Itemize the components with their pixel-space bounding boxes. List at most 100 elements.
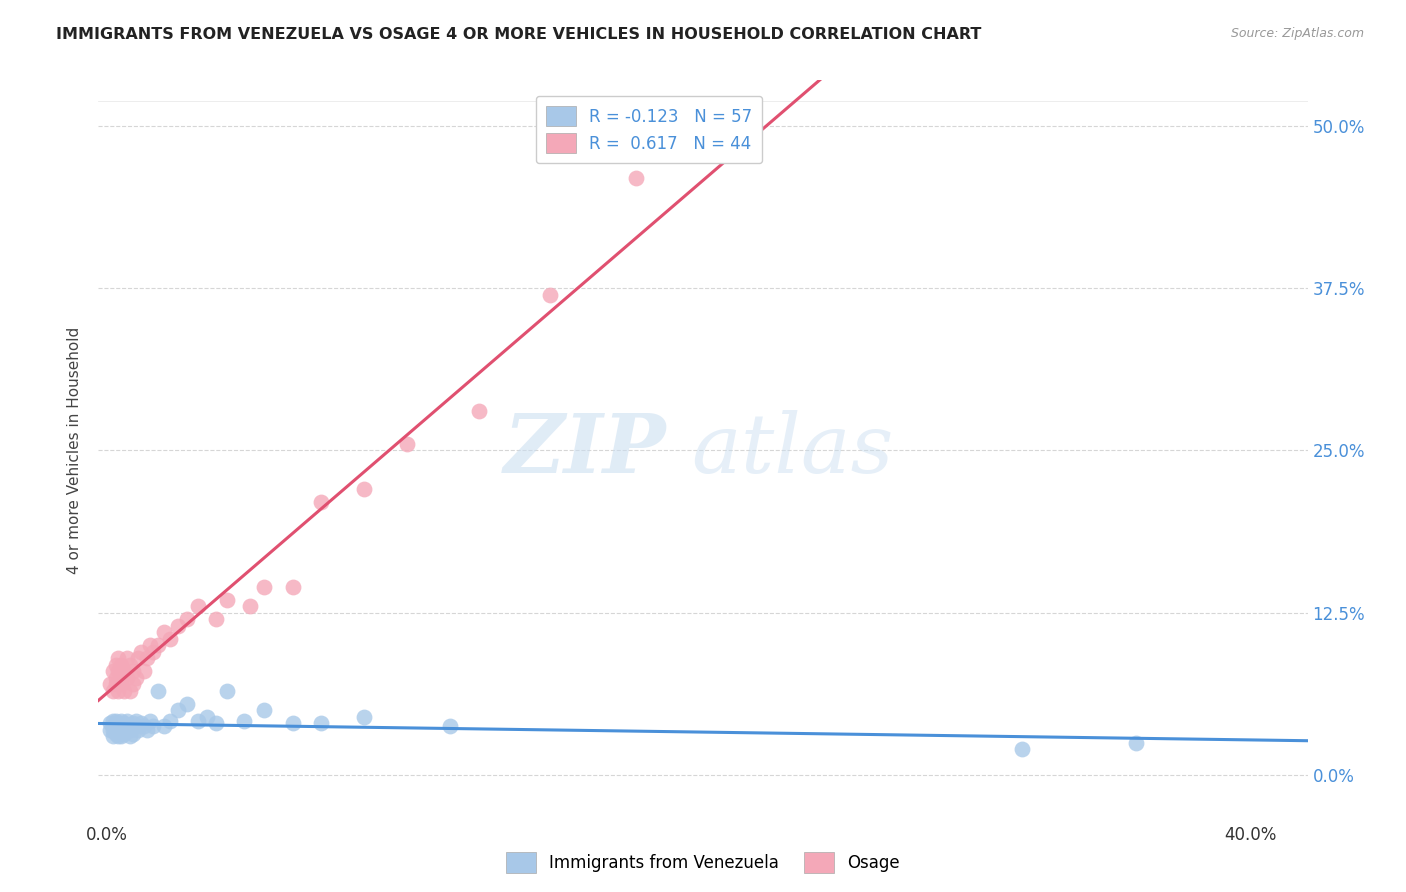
Point [112, 716, 135, 731]
Point [176, 612, 198, 626]
Point [239, 599, 262, 614]
Point [134, 665, 156, 679]
Point [1011, 742, 1033, 756]
Point [142, 645, 165, 659]
Point [153, 625, 176, 640]
Point [110, 723, 132, 737]
Point [110, 677, 132, 691]
Point [112, 726, 135, 740]
Point [204, 612, 226, 626]
Text: IMMIGRANTS FROM VENEZUELA VS OSAGE 4 OR MORE VEHICLES IN HOUSEHOLD CORRELATION C: IMMIGRANTS FROM VENEZUELA VS OSAGE 4 OR … [56, 27, 981, 42]
Point [104, 726, 127, 740]
Point [129, 716, 152, 731]
Point [353, 710, 375, 724]
Point [148, 683, 170, 698]
Point [115, 719, 138, 733]
Point [110, 714, 132, 728]
Point [195, 710, 218, 724]
Point [311, 495, 333, 509]
Point [127, 651, 149, 665]
Point [112, 683, 135, 698]
Point [121, 677, 143, 691]
Point [112, 719, 135, 733]
Point [104, 719, 127, 733]
Point [110, 657, 132, 672]
Y-axis label: 4 or more Vehicles in Household: 4 or more Vehicles in Household [67, 326, 83, 574]
Point [124, 671, 146, 685]
Point [124, 719, 146, 733]
Point [104, 714, 127, 728]
Point [136, 651, 159, 665]
Point [104, 723, 127, 737]
Point [124, 714, 146, 728]
Point [204, 716, 226, 731]
Point [104, 657, 127, 672]
Point [311, 716, 333, 731]
Point [139, 714, 162, 728]
Point [112, 665, 135, 679]
Point [624, 170, 647, 185]
Text: atlas: atlas [690, 410, 893, 491]
Point [159, 632, 181, 646]
Point [115, 651, 138, 665]
Point [1125, 736, 1147, 750]
Point [121, 665, 143, 679]
Point [129, 645, 152, 659]
Point [159, 714, 181, 728]
Point [104, 671, 127, 685]
Point [136, 723, 159, 737]
Point [104, 716, 127, 731]
Point [127, 723, 149, 737]
Point [110, 671, 132, 685]
Point [118, 657, 141, 672]
Point [215, 683, 238, 698]
Point [467, 404, 489, 418]
Point [107, 683, 129, 698]
Point [107, 651, 129, 665]
Point [134, 719, 156, 733]
Legend: Immigrants from Venezuela, Osage: Immigrants from Venezuela, Osage [499, 846, 907, 880]
Point [121, 726, 143, 740]
Point [101, 719, 124, 733]
Point [118, 683, 141, 698]
Point [104, 677, 127, 691]
Point [253, 580, 276, 594]
Point [118, 719, 141, 733]
Point [187, 714, 209, 728]
Text: Source: ZipAtlas.com: Source: ZipAtlas.com [1230, 27, 1364, 40]
Legend: R = -0.123   N = 57, R =  0.617   N = 44: R = -0.123 N = 57, R = 0.617 N = 44 [536, 96, 762, 163]
Point [98, 677, 121, 691]
Point [101, 723, 124, 737]
Point [538, 287, 561, 301]
Point [101, 683, 124, 698]
Point [110, 723, 132, 737]
Point [101, 665, 124, 679]
Point [118, 723, 141, 737]
Point [281, 716, 304, 731]
Point [101, 714, 124, 728]
Point [233, 714, 256, 728]
Point [396, 437, 419, 451]
Point [187, 599, 209, 614]
Point [107, 729, 129, 743]
Point [176, 697, 198, 711]
Point [167, 703, 190, 717]
Point [153, 719, 176, 733]
Point [101, 729, 124, 743]
Point [115, 723, 138, 737]
Point [121, 716, 143, 731]
Point [142, 719, 165, 733]
Point [110, 729, 132, 743]
Point [253, 703, 276, 717]
Point [115, 714, 138, 728]
Point [107, 723, 129, 737]
Point [98, 723, 121, 737]
Point [115, 671, 138, 685]
Point [148, 638, 170, 652]
Point [98, 716, 121, 731]
Point [107, 716, 129, 731]
Point [110, 719, 132, 733]
Point [439, 719, 461, 733]
Point [107, 665, 129, 679]
Point [281, 580, 304, 594]
